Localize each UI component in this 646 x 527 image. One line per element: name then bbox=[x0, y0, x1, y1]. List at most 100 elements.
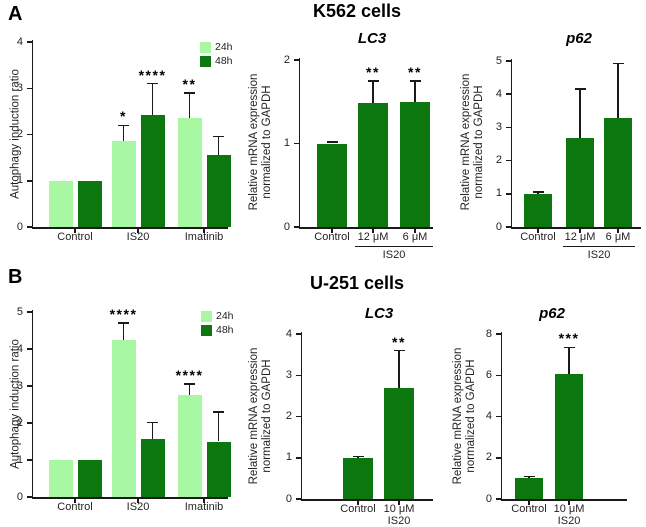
u251-autophagy-ytick-label: 4 bbox=[16, 342, 23, 355]
u251-autophagy-legend-label-48h: 48h bbox=[216, 324, 234, 336]
k562-autophagy-x-label-Imatinib: Imatinib bbox=[184, 231, 224, 243]
k562-autophagy-x-label-IS20: IS20 bbox=[126, 231, 150, 243]
k562-lc3-ytick-label: 0 bbox=[283, 220, 290, 233]
u251-autophagy-legend-label-24h: 24h bbox=[216, 310, 234, 322]
k562-p62-title: p62 bbox=[566, 30, 592, 47]
u251-lc3-x-sublabel-IS20: IS20 bbox=[387, 515, 411, 527]
panel-label-b: B bbox=[8, 266, 23, 288]
u251-lc3-errorbar-cap bbox=[352, 455, 364, 458]
k562-autophagy-bar-Imatinib-48h bbox=[206, 154, 231, 227]
k562-p62-xtick bbox=[617, 228, 619, 233]
u251-lc3-bar-Control bbox=[343, 457, 373, 499]
k562-autophagy-ytick-label: 1 bbox=[16, 174, 23, 187]
k562-autophagy-ytick bbox=[26, 133, 32, 136]
k562-lc3-errorbar-stem bbox=[372, 80, 374, 104]
u251-autophagy-errorbar-stem bbox=[151, 422, 154, 439]
u251-lc3-y-axis-label: Relative mRNA expression normalized to GA… bbox=[248, 347, 273, 485]
u251-p62-x-label-10 μM: 10 μM bbox=[553, 503, 585, 515]
k562-p62-ytick bbox=[505, 93, 511, 95]
k562-autophagy-ytick bbox=[26, 87, 32, 89]
u251-autophagy-ytick bbox=[26, 496, 32, 498]
k562-autophagy-bar-Control-48h bbox=[77, 180, 102, 227]
u251-lc3-xtick bbox=[357, 500, 359, 505]
u251-p62-errorbar-cap bbox=[563, 346, 575, 349]
k562-autophagy-errorbar-cap bbox=[213, 135, 224, 138]
k562-lc3-y-axis bbox=[298, 58, 300, 229]
k562-autophagy-errorbar-cap bbox=[147, 82, 158, 85]
u251-autophagy-xtick bbox=[74, 498, 76, 503]
k562-lc3-x-axis bbox=[298, 227, 433, 229]
u251-lc3-ytick bbox=[295, 333, 301, 335]
k562-lc3-ytick bbox=[293, 59, 299, 61]
k562-p62-errorbar-cap bbox=[612, 62, 624, 65]
k562-autophagy-xtick bbox=[74, 228, 76, 233]
u251-p62-bar-10 μM bbox=[555, 374, 583, 499]
u251-lc3-ytick-label: 2 bbox=[285, 410, 292, 422]
u251-lc3-x-label-Control: Control bbox=[340, 503, 376, 515]
u251-autophagy-ytick bbox=[26, 459, 32, 461]
cell-line-title-k562: K562 cells bbox=[312, 1, 402, 21]
k562-autophagy-significance-IS20: * bbox=[120, 108, 127, 125]
k562-p62-x-label-6 μM: 6 μM bbox=[605, 231, 631, 243]
u251-autophagy-errorbar-cap bbox=[213, 411, 224, 413]
k562-lc3-errorbar-cap bbox=[409, 80, 421, 82]
k562-lc3-ytick bbox=[293, 226, 299, 228]
u251-lc3-ytick bbox=[295, 457, 301, 459]
k562-p62-errorbar-stem bbox=[617, 63, 619, 119]
u251-lc3-title: LC3 bbox=[364, 305, 394, 322]
k562-lc3-bar-Control bbox=[317, 143, 347, 227]
k562-autophagy-legend-swatch-24h bbox=[200, 42, 211, 53]
k562-autophagy-ytick bbox=[26, 180, 32, 182]
u251-p62-xtick bbox=[568, 500, 570, 505]
u251-autophagy-bar-Control-24h bbox=[48, 460, 73, 497]
k562-lc3-y-axis-label: Relative mRNA expression normalized to GA… bbox=[248, 73, 273, 211]
u251-autophagy-errorbar-cap bbox=[184, 383, 195, 385]
u251-autophagy-significance-Imatinib: **** bbox=[175, 366, 204, 383]
u251-p62-significance-10 μM: *** bbox=[558, 330, 580, 347]
k562-autophagy-bar-IS20-24h bbox=[111, 141, 136, 227]
u251-p62-ytick bbox=[495, 374, 501, 376]
k562-autophagy-significance-IS20: **** bbox=[138, 66, 167, 83]
k562-autophagy-errorbar-stem bbox=[122, 125, 125, 142]
k562-autophagy-x-label-Control: Control bbox=[57, 231, 93, 243]
u251-p62-x-sublabel-IS20: IS20 bbox=[557, 515, 581, 527]
k562-lc3-xtick bbox=[331, 228, 333, 233]
u251-autophagy-bar-IS20-48h bbox=[140, 438, 165, 497]
k562-lc3-title: LC3 bbox=[357, 30, 387, 47]
k562-p62-y-axis-label: Relative mRNA expression normalized to GA… bbox=[460, 73, 485, 211]
cell-line-title-u251: U-251 cells bbox=[309, 273, 405, 293]
u251-autophagy-ytick-label: 5 bbox=[16, 305, 23, 318]
k562-p62-ytick bbox=[505, 60, 511, 62]
k562-autophagy-ytick-label: 0 bbox=[16, 220, 23, 233]
u251-autophagy-ytick bbox=[26, 385, 32, 387]
u251-lc3-x-label-10 μM: 10 μM bbox=[383, 503, 415, 515]
k562-lc3-bracket-label: IS20 bbox=[382, 249, 406, 261]
u251-lc3-significance-10 μM: ** bbox=[392, 333, 406, 350]
k562-lc3-errorbar-stem bbox=[331, 141, 333, 144]
u251-p62-ytick bbox=[495, 415, 501, 418]
u251-autophagy-errorbar-stem bbox=[217, 411, 220, 442]
k562-autophagy-ytick bbox=[26, 41, 32, 43]
u251-autophagy-ytick bbox=[26, 311, 32, 313]
k562-autophagy-legend-label-48h: 48h bbox=[215, 55, 233, 67]
u251-autophagy-xtick bbox=[137, 498, 139, 503]
u251-autophagy-legend-swatch-48h bbox=[201, 325, 212, 336]
k562-p62-y-axis bbox=[510, 59, 512, 229]
u251-lc3-y-axis bbox=[300, 332, 302, 501]
u251-p62-title: p62 bbox=[539, 305, 565, 322]
u251-autophagy-errorbar-cap bbox=[118, 322, 129, 324]
u251-lc3-errorbar-stem bbox=[398, 350, 400, 388]
k562-autophagy-ytick bbox=[26, 226, 32, 228]
k562-autophagy-ytick-label: 2 bbox=[16, 128, 23, 140]
u251-lc3-ytick-label: 0 bbox=[285, 492, 292, 505]
k562-autophagy-xtick bbox=[203, 228, 205, 233]
k562-p62-xtick bbox=[579, 228, 581, 233]
k562-autophagy-y-axis-label: Autophagy induction ratio bbox=[9, 69, 22, 199]
k562-lc3-ytick-label: 2 bbox=[283, 53, 290, 66]
u251-p62-bar-Control bbox=[515, 478, 543, 499]
k562-p62-bar-12 μM bbox=[566, 138, 594, 227]
k562-autophagy-xtick bbox=[137, 228, 139, 233]
u251-lc3-ytick bbox=[295, 415, 301, 418]
k562-p62-ytick-label: 2 bbox=[495, 154, 502, 167]
